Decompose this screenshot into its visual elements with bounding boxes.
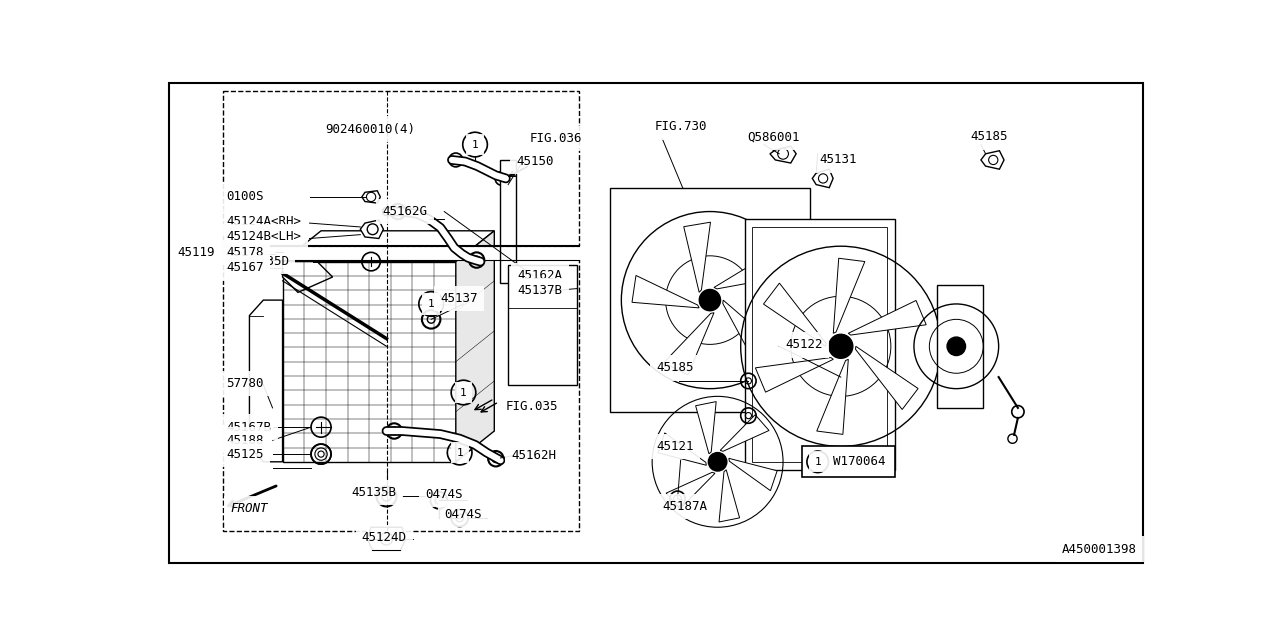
Text: 45122: 45122 <box>786 339 823 351</box>
Text: FIG.730: FIG.730 <box>654 120 707 133</box>
Polygon shape <box>817 359 849 435</box>
Polygon shape <box>456 231 494 462</box>
Polygon shape <box>361 220 384 239</box>
Text: 45162H: 45162H <box>511 449 557 462</box>
Polygon shape <box>771 146 796 163</box>
Text: 45188: 45188 <box>227 434 264 447</box>
Polygon shape <box>250 300 283 462</box>
Text: 57780: 57780 <box>227 377 264 390</box>
Text: 0474S: 0474S <box>425 488 462 500</box>
Text: FIG.035: FIG.035 <box>506 400 558 413</box>
Text: 1: 1 <box>471 140 479 150</box>
Polygon shape <box>658 433 707 465</box>
Text: FRONT: FRONT <box>230 502 269 515</box>
Polygon shape <box>755 358 833 392</box>
Text: 45185: 45185 <box>970 131 1007 143</box>
Text: 0474S: 0474S <box>444 508 481 521</box>
Text: 45162A: 45162A <box>517 269 562 282</box>
Polygon shape <box>980 150 1004 169</box>
Bar <box>803 447 895 477</box>
Bar <box>223 246 585 260</box>
Text: 45137: 45137 <box>440 292 477 305</box>
Text: 45167: 45167 <box>227 261 264 275</box>
Text: 902460010(4): 902460010(4) <box>325 123 415 136</box>
Bar <box>508 266 577 385</box>
Text: 45178: 45178 <box>227 246 264 259</box>
Text: 45185: 45185 <box>657 362 694 374</box>
Circle shape <box>828 334 852 358</box>
Polygon shape <box>763 283 826 346</box>
Text: 45135B: 45135B <box>352 486 397 499</box>
Polygon shape <box>283 262 333 292</box>
Circle shape <box>947 337 965 356</box>
Bar <box>753 227 887 462</box>
Text: 45162G: 45162G <box>383 205 428 218</box>
Text: 0100S: 0100S <box>227 191 264 204</box>
Polygon shape <box>283 262 456 462</box>
Polygon shape <box>714 253 785 289</box>
Polygon shape <box>632 275 699 308</box>
Polygon shape <box>367 527 406 550</box>
Polygon shape <box>283 231 494 262</box>
Text: 45187A: 45187A <box>662 500 707 513</box>
Polygon shape <box>684 222 710 292</box>
Text: 45137B: 45137B <box>517 284 562 298</box>
Text: 1: 1 <box>428 299 434 309</box>
Text: 45135D: 45135D <box>244 255 289 268</box>
Polygon shape <box>663 313 714 375</box>
Bar <box>745 220 895 470</box>
Text: 45121: 45121 <box>657 440 694 453</box>
Text: 45125: 45125 <box>227 447 264 461</box>
Text: 45124D: 45124D <box>362 531 407 544</box>
Bar <box>937 285 983 408</box>
Polygon shape <box>723 300 774 364</box>
Circle shape <box>699 289 721 311</box>
Text: FIG.036: FIG.036 <box>530 132 582 145</box>
Text: 1: 1 <box>460 387 467 397</box>
Text: 1: 1 <box>814 457 820 467</box>
Text: 45150: 45150 <box>517 155 554 168</box>
Bar <box>609 188 810 412</box>
Polygon shape <box>849 300 927 335</box>
Text: 45124A<RH>: 45124A<RH> <box>227 215 301 228</box>
Polygon shape <box>362 191 380 203</box>
Text: 45124B<LH>: 45124B<LH> <box>227 230 301 243</box>
Text: Q586001: Q586001 <box>746 131 799 143</box>
Polygon shape <box>721 415 769 451</box>
Text: 45167B: 45167B <box>227 420 271 434</box>
Polygon shape <box>695 402 717 454</box>
Polygon shape <box>813 169 833 188</box>
Polygon shape <box>855 346 918 410</box>
Polygon shape <box>666 472 716 509</box>
Polygon shape <box>719 470 740 522</box>
Text: A450001398: A450001398 <box>1062 543 1137 556</box>
Text: 45119: 45119 <box>177 246 215 259</box>
Polygon shape <box>728 458 777 491</box>
Bar <box>500 160 516 283</box>
Text: 1: 1 <box>456 447 463 458</box>
Bar <box>223 91 579 531</box>
Text: W170064: W170064 <box>833 455 886 468</box>
Circle shape <box>708 452 727 471</box>
Polygon shape <box>833 258 865 333</box>
Text: 45131: 45131 <box>819 154 856 166</box>
